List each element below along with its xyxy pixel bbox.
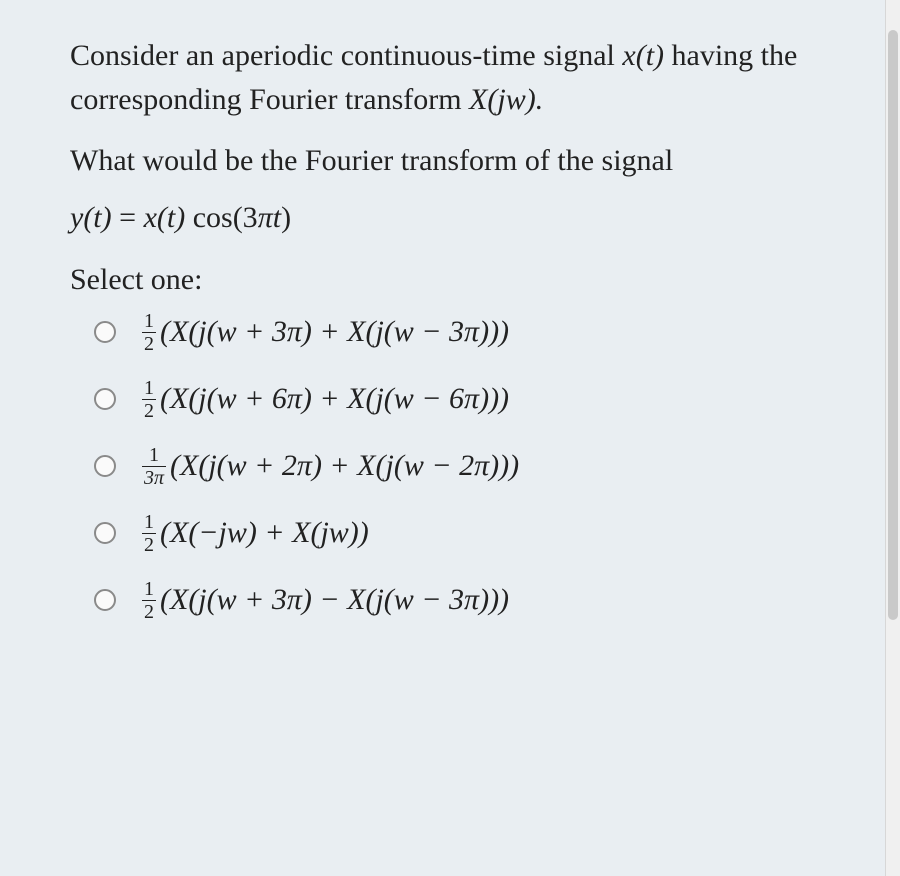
math-inline-xt: x(t): [622, 39, 664, 72]
select-one-label: Select one:: [70, 263, 822, 297]
scrollbar-track[interactable]: [885, 0, 900, 876]
option-3[interactable]: 1 3π (X(j(w + 2π) + X(j(w − 2π))): [94, 445, 822, 488]
eq-rhs-cos: cos(3: [185, 201, 257, 234]
eq-lhs: y(t): [70, 201, 112, 234]
math-inline-Xjw: X(jw).: [469, 83, 543, 116]
option-2-radio[interactable]: [94, 388, 116, 410]
fraction-numerator: 1: [147, 445, 161, 466]
option-3-radio[interactable]: [94, 455, 116, 477]
fraction-numerator: 1: [142, 378, 156, 399]
scrollbar-thumb[interactable]: [888, 30, 898, 620]
option-body: (X(j(w + 6π) + X(j(w − 6π))): [160, 382, 509, 416]
option-body: (X(j(w + 2π) + X(j(w − 2π))): [170, 449, 519, 483]
option-body: (X(j(w + 3π) + X(j(w − 3π))): [160, 315, 509, 349]
option-1-expression: 1 2 (X(j(w + 3π) + X(j(w − 3π))): [142, 311, 509, 354]
fraction-numerator: 1: [142, 311, 156, 332]
option-4-expression: 1 2 (X(−jw) + X(jw)): [142, 512, 369, 555]
option-1[interactable]: 1 2 (X(j(w + 3π) + X(j(w − 3π))): [94, 311, 822, 354]
question-frame: Consider an aperiodic continuous-time si…: [0, 0, 900, 876]
fraction-numerator: 1: [142, 512, 156, 533]
eq-rhs-pit: πt: [258, 201, 281, 234]
option-body: (X(j(w + 3π) − X(j(w − 3π))): [160, 583, 509, 617]
option-body: (X(−jw) + X(jw)): [160, 516, 369, 550]
fraction-denominator: 2: [142, 332, 156, 354]
fraction: 1 2: [142, 579, 156, 622]
fraction: 1 3π: [142, 445, 166, 488]
fraction: 1 2: [142, 311, 156, 354]
fraction-denominator: 3π: [142, 466, 166, 488]
option-4[interactable]: 1 2 (X(−jw) + X(jw)): [94, 512, 822, 555]
question-paragraph-1: Consider an aperiodic continuous-time si…: [70, 34, 822, 121]
option-2[interactable]: 1 2 (X(j(w + 6π) + X(j(w − 6π))): [94, 378, 822, 421]
fraction-denominator: 2: [142, 600, 156, 622]
eq-rhs-close: ): [281, 201, 291, 234]
eq-rhs-xt: x(t): [144, 201, 186, 234]
text-run: Consider an aperiodic continuous-time si…: [70, 39, 622, 72]
fraction-numerator: 1: [142, 579, 156, 600]
question-panel: Consider an aperiodic continuous-time si…: [2, 0, 882, 672]
question-equation: y(t) = x(t) cos(3πt): [70, 201, 822, 235]
option-1-radio[interactable]: [94, 321, 116, 343]
option-5-radio[interactable]: [94, 589, 116, 611]
options-list: 1 2 (X(j(w + 3π) + X(j(w − 3π))) 1 2 (X(…: [94, 311, 822, 622]
option-3-expression: 1 3π (X(j(w + 2π) + X(j(w − 2π))): [142, 445, 519, 488]
fraction: 1 2: [142, 378, 156, 421]
option-5[interactable]: 1 2 (X(j(w + 3π) − X(j(w − 3π))): [94, 579, 822, 622]
fraction-denominator: 2: [142, 533, 156, 555]
option-2-expression: 1 2 (X(j(w + 6π) + X(j(w − 6π))): [142, 378, 509, 421]
fraction-denominator: 2: [142, 399, 156, 421]
fraction: 1 2: [142, 512, 156, 555]
option-4-radio[interactable]: [94, 522, 116, 544]
eq-equals: =: [112, 201, 144, 234]
question-paragraph-2: What would be the Fourier transform of t…: [70, 139, 822, 183]
option-5-expression: 1 2 (X(j(w + 3π) − X(j(w − 3π))): [142, 579, 509, 622]
